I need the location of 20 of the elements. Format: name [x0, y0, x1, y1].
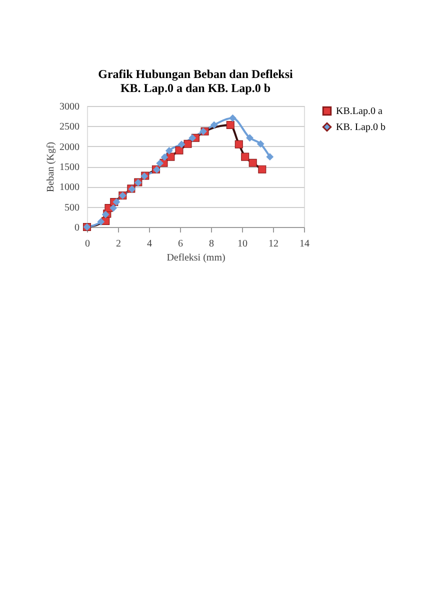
- x-tick-label: 12: [268, 238, 278, 250]
- y-tick-label: 1500: [60, 162, 80, 173]
- y-tick-label: 0: [74, 222, 80, 234]
- y-axis-title: Beban (Kgf): [46, 142, 56, 192]
- x-axis-title: Defleksi (mm): [166, 252, 226, 264]
- x-tick-label: 6: [178, 238, 183, 250]
- y-tick-label: 2500: [60, 122, 80, 133]
- y-tick-label: 2000: [60, 142, 80, 153]
- y-tick-label: 3000: [60, 102, 80, 112]
- x-tick-label: 10: [238, 238, 248, 250]
- x-tick-label: 4: [147, 238, 152, 250]
- x-tick-label: 0: [85, 238, 90, 250]
- x-tick-label: 14: [300, 238, 310, 250]
- legend-label: KB. Lap.0 b: [336, 122, 386, 133]
- x-tick-label: 2: [116, 238, 121, 250]
- x-tick-label: 8: [209, 238, 214, 250]
- chart-title: Grafik Hubungan Beban dan Defleksi KB. Lap.0 a dan KB. Lap.0 b: [98, 67, 294, 95]
- y-tick-label: 1000: [60, 182, 80, 194]
- legend-label: KB.Lap.0 a: [336, 106, 383, 117]
- y-tick-label: 500: [64, 202, 80, 214]
